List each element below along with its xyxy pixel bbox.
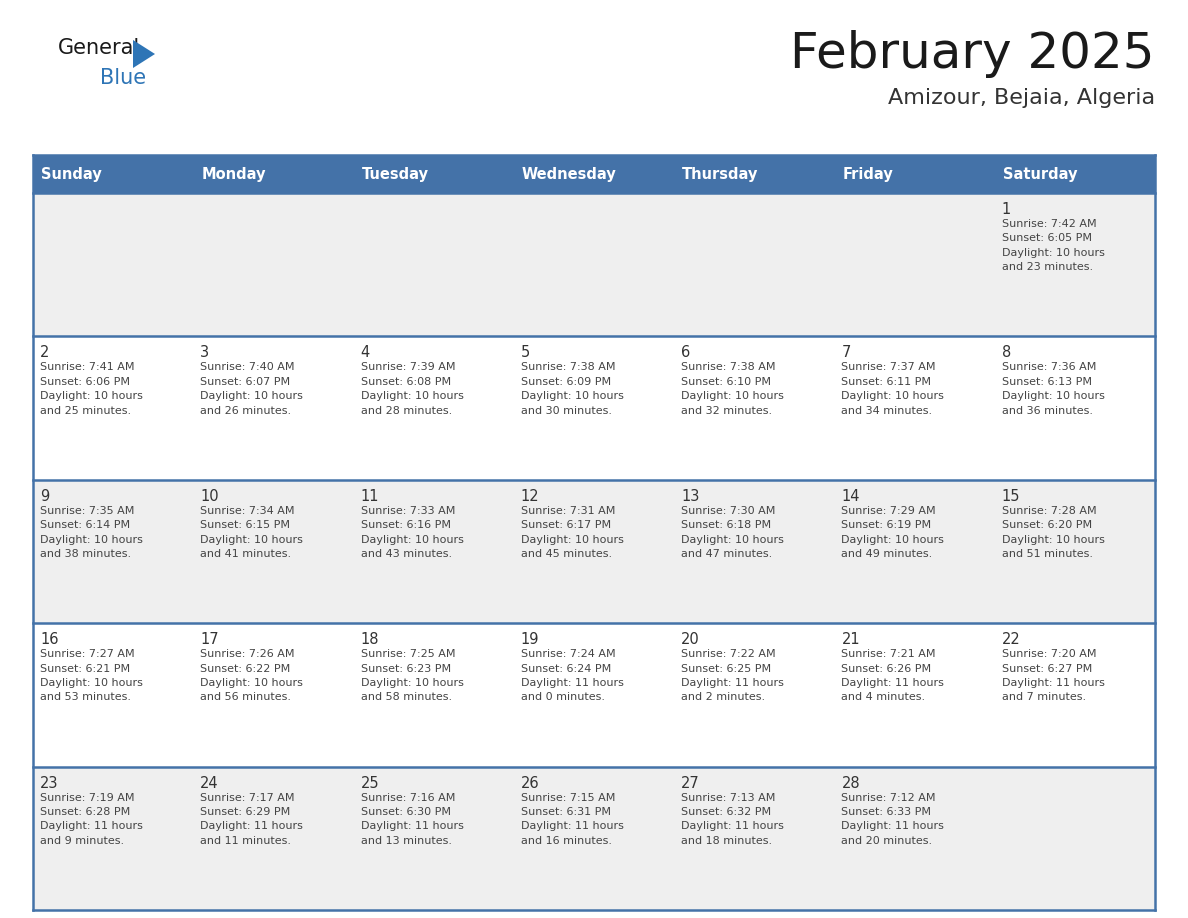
- Bar: [33, 623, 1155, 767]
- Text: 10: 10: [201, 488, 219, 504]
- Text: Sunrise: 7:22 AM
Sunset: 6:25 PM
Daylight: 11 hours
and 2 minutes.: Sunrise: 7:22 AM Sunset: 6:25 PM Dayligh…: [681, 649, 784, 702]
- Text: 15: 15: [1001, 488, 1020, 504]
- Text: Sunrise: 7:40 AM
Sunset: 6:07 PM
Daylight: 10 hours
and 26 minutes.: Sunrise: 7:40 AM Sunset: 6:07 PM Dayligh…: [201, 363, 303, 416]
- Text: Sunrise: 7:31 AM
Sunset: 6:17 PM
Daylight: 10 hours
and 45 minutes.: Sunrise: 7:31 AM Sunset: 6:17 PM Dayligh…: [520, 506, 624, 559]
- Text: 1: 1: [1001, 202, 1011, 217]
- Text: 16: 16: [40, 633, 58, 647]
- Text: Sunrise: 7:42 AM
Sunset: 6:05 PM
Daylight: 10 hours
and 23 minutes.: Sunrise: 7:42 AM Sunset: 6:05 PM Dayligh…: [1001, 219, 1105, 273]
- Text: Sunrise: 7:21 AM
Sunset: 6:26 PM
Daylight: 11 hours
and 4 minutes.: Sunrise: 7:21 AM Sunset: 6:26 PM Dayligh…: [841, 649, 944, 702]
- Text: 22: 22: [1001, 633, 1020, 647]
- Text: Blue: Blue: [100, 68, 146, 88]
- Bar: [33, 336, 1155, 480]
- Text: 3: 3: [201, 345, 209, 361]
- Text: Sunrise: 7:27 AM
Sunset: 6:21 PM
Daylight: 10 hours
and 53 minutes.: Sunrise: 7:27 AM Sunset: 6:21 PM Dayligh…: [40, 649, 143, 702]
- Text: Sunrise: 7:36 AM
Sunset: 6:13 PM
Daylight: 10 hours
and 36 minutes.: Sunrise: 7:36 AM Sunset: 6:13 PM Dayligh…: [1001, 363, 1105, 416]
- Text: 20: 20: [681, 633, 700, 647]
- Text: 25: 25: [361, 776, 379, 790]
- Bar: [33, 767, 1155, 910]
- Text: Sunrise: 7:34 AM
Sunset: 6:15 PM
Daylight: 10 hours
and 41 minutes.: Sunrise: 7:34 AM Sunset: 6:15 PM Dayligh…: [201, 506, 303, 559]
- Text: Sunrise: 7:19 AM
Sunset: 6:28 PM
Daylight: 11 hours
and 9 minutes.: Sunrise: 7:19 AM Sunset: 6:28 PM Dayligh…: [40, 792, 143, 845]
- Text: 2: 2: [40, 345, 50, 361]
- Text: Sunrise: 7:25 AM
Sunset: 6:23 PM
Daylight: 10 hours
and 58 minutes.: Sunrise: 7:25 AM Sunset: 6:23 PM Dayligh…: [361, 649, 463, 702]
- Text: 14: 14: [841, 488, 860, 504]
- Text: Sunday: Sunday: [42, 166, 102, 182]
- Text: Sunrise: 7:26 AM
Sunset: 6:22 PM
Daylight: 10 hours
and 56 minutes.: Sunrise: 7:26 AM Sunset: 6:22 PM Dayligh…: [201, 649, 303, 702]
- Text: Sunrise: 7:16 AM
Sunset: 6:30 PM
Daylight: 11 hours
and 13 minutes.: Sunrise: 7:16 AM Sunset: 6:30 PM Dayligh…: [361, 792, 463, 845]
- Bar: [33, 155, 1155, 193]
- Text: 11: 11: [361, 488, 379, 504]
- Text: Thursday: Thursday: [682, 166, 758, 182]
- Text: 23: 23: [40, 776, 58, 790]
- Text: 27: 27: [681, 776, 700, 790]
- Text: Sunrise: 7:38 AM
Sunset: 6:09 PM
Daylight: 10 hours
and 30 minutes.: Sunrise: 7:38 AM Sunset: 6:09 PM Dayligh…: [520, 363, 624, 416]
- Text: Sunrise: 7:41 AM
Sunset: 6:06 PM
Daylight: 10 hours
and 25 minutes.: Sunrise: 7:41 AM Sunset: 6:06 PM Dayligh…: [40, 363, 143, 416]
- Text: Friday: Friday: [842, 166, 893, 182]
- Text: 9: 9: [40, 488, 49, 504]
- Text: 18: 18: [361, 633, 379, 647]
- Text: Tuesday: Tuesday: [361, 166, 429, 182]
- Bar: [33, 193, 1155, 336]
- Text: Sunrise: 7:39 AM
Sunset: 6:08 PM
Daylight: 10 hours
and 28 minutes.: Sunrise: 7:39 AM Sunset: 6:08 PM Dayligh…: [361, 363, 463, 416]
- Text: 26: 26: [520, 776, 539, 790]
- Text: 28: 28: [841, 776, 860, 790]
- Text: Sunrise: 7:33 AM
Sunset: 6:16 PM
Daylight: 10 hours
and 43 minutes.: Sunrise: 7:33 AM Sunset: 6:16 PM Dayligh…: [361, 506, 463, 559]
- Text: 21: 21: [841, 633, 860, 647]
- Text: Sunrise: 7:20 AM
Sunset: 6:27 PM
Daylight: 11 hours
and 7 minutes.: Sunrise: 7:20 AM Sunset: 6:27 PM Dayligh…: [1001, 649, 1105, 702]
- Text: Sunrise: 7:30 AM
Sunset: 6:18 PM
Daylight: 10 hours
and 47 minutes.: Sunrise: 7:30 AM Sunset: 6:18 PM Dayligh…: [681, 506, 784, 559]
- Text: Sunrise: 7:24 AM
Sunset: 6:24 PM
Daylight: 11 hours
and 0 minutes.: Sunrise: 7:24 AM Sunset: 6:24 PM Dayligh…: [520, 649, 624, 702]
- Text: Sunrise: 7:13 AM
Sunset: 6:32 PM
Daylight: 11 hours
and 18 minutes.: Sunrise: 7:13 AM Sunset: 6:32 PM Dayligh…: [681, 792, 784, 845]
- Text: 6: 6: [681, 345, 690, 361]
- Text: Sunrise: 7:38 AM
Sunset: 6:10 PM
Daylight: 10 hours
and 32 minutes.: Sunrise: 7:38 AM Sunset: 6:10 PM Dayligh…: [681, 363, 784, 416]
- Text: February 2025: February 2025: [790, 30, 1155, 78]
- Text: Sunrise: 7:28 AM
Sunset: 6:20 PM
Daylight: 10 hours
and 51 minutes.: Sunrise: 7:28 AM Sunset: 6:20 PM Dayligh…: [1001, 506, 1105, 559]
- Text: Monday: Monday: [201, 166, 266, 182]
- Text: 5: 5: [520, 345, 530, 361]
- Text: General: General: [58, 38, 140, 58]
- Text: Sunrise: 7:12 AM
Sunset: 6:33 PM
Daylight: 11 hours
and 20 minutes.: Sunrise: 7:12 AM Sunset: 6:33 PM Dayligh…: [841, 792, 944, 845]
- Polygon shape: [133, 40, 154, 68]
- Bar: [33, 480, 1155, 623]
- Text: 7: 7: [841, 345, 851, 361]
- Text: Sunrise: 7:37 AM
Sunset: 6:11 PM
Daylight: 10 hours
and 34 minutes.: Sunrise: 7:37 AM Sunset: 6:11 PM Dayligh…: [841, 363, 944, 416]
- Text: 17: 17: [201, 633, 219, 647]
- Text: Sunrise: 7:17 AM
Sunset: 6:29 PM
Daylight: 11 hours
and 11 minutes.: Sunrise: 7:17 AM Sunset: 6:29 PM Dayligh…: [201, 792, 303, 845]
- Text: Wednesday: Wednesday: [522, 166, 617, 182]
- Text: Saturday: Saturday: [1003, 166, 1078, 182]
- Text: Sunrise: 7:29 AM
Sunset: 6:19 PM
Daylight: 10 hours
and 49 minutes.: Sunrise: 7:29 AM Sunset: 6:19 PM Dayligh…: [841, 506, 944, 559]
- Text: 19: 19: [520, 633, 539, 647]
- Text: 4: 4: [361, 345, 369, 361]
- Text: 24: 24: [201, 776, 219, 790]
- Text: 8: 8: [1001, 345, 1011, 361]
- Text: Sunrise: 7:15 AM
Sunset: 6:31 PM
Daylight: 11 hours
and 16 minutes.: Sunrise: 7:15 AM Sunset: 6:31 PM Dayligh…: [520, 792, 624, 845]
- Text: Amizour, Bejaia, Algeria: Amizour, Bejaia, Algeria: [887, 88, 1155, 108]
- Text: Sunrise: 7:35 AM
Sunset: 6:14 PM
Daylight: 10 hours
and 38 minutes.: Sunrise: 7:35 AM Sunset: 6:14 PM Dayligh…: [40, 506, 143, 559]
- Text: 13: 13: [681, 488, 700, 504]
- Text: 12: 12: [520, 488, 539, 504]
